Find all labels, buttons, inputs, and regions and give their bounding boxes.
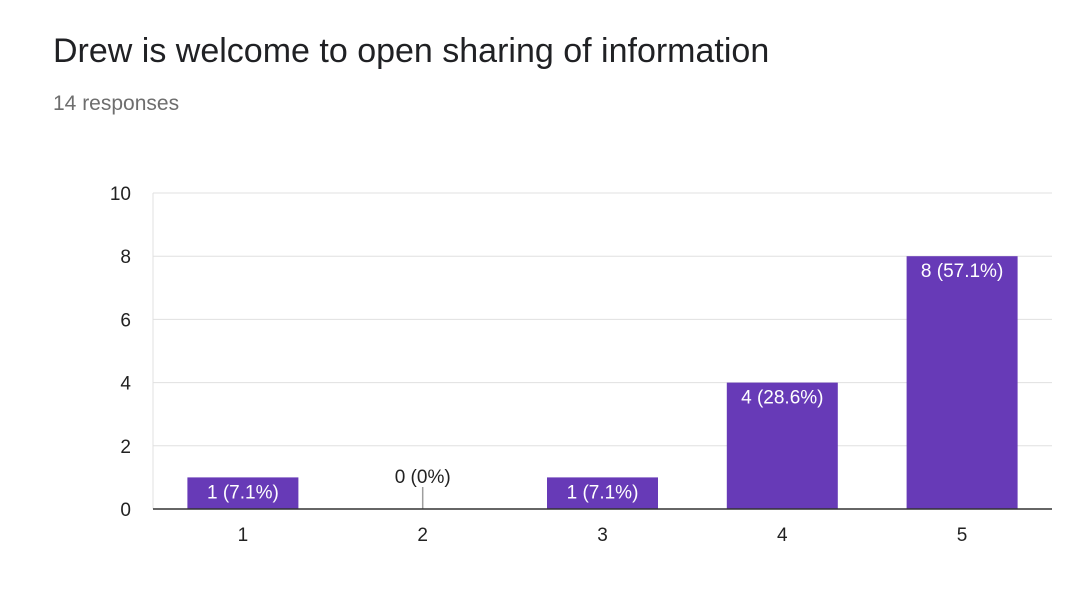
response-count: 14 responses (53, 92, 180, 115)
bar (187, 477, 299, 509)
y-tick-label: 4 (120, 374, 131, 395)
y-tick-label: 8 (120, 247, 131, 268)
bar (547, 477, 658, 509)
x-tick-label: 1 (238, 525, 249, 546)
y-tick-label: 0 (120, 500, 131, 521)
bar-data-label: 8 (57.1%) (921, 261, 1003, 282)
bar (906, 256, 1018, 509)
bar (726, 382, 838, 509)
x-tick-label: 5 (957, 525, 968, 546)
bar-data-label: 1 (7.1%) (207, 482, 279, 503)
chart-title: Drew is welcome to open sharing of infor… (53, 32, 770, 70)
bar-data-label: 1 (7.1%) (567, 482, 639, 503)
y-tick-label: 10 (110, 184, 131, 205)
x-tick-label: 3 (597, 525, 608, 546)
y-tick-label: 2 (120, 437, 131, 458)
bar-data-label: 0 (0%) (395, 467, 451, 488)
x-tick-label: 2 (417, 525, 428, 546)
x-tick-label: 4 (777, 525, 788, 546)
y-tick-label: 6 (120, 310, 131, 331)
bar-data-label: 4 (28.6%) (741, 388, 823, 409)
